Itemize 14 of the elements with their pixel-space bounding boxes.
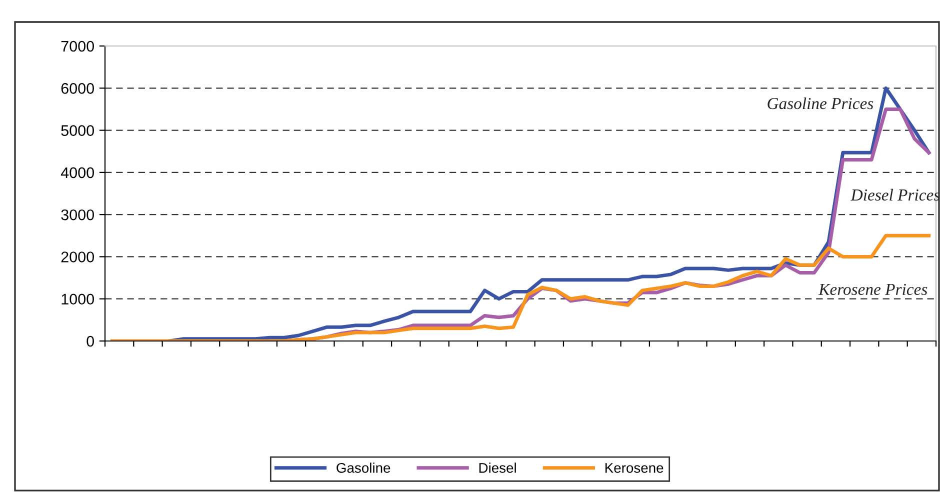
legend-label: Gasoline xyxy=(336,462,390,473)
y-tick-label: 2000 xyxy=(61,252,94,262)
y-tick-label: 7000 xyxy=(61,40,94,52)
annotation: Kerosene Prices xyxy=(818,284,928,296)
legend-label: Diesel xyxy=(479,462,516,473)
y-tick-label: 6000 xyxy=(61,83,94,94)
legend-label: Kerosene xyxy=(605,463,664,473)
y-tick-label: 5000 xyxy=(61,125,94,136)
y-tick-label: 1000 xyxy=(62,294,94,305)
y-tick-label: 0 xyxy=(86,336,94,347)
line-series xyxy=(110,234,931,341)
y-tick-label: 3000 xyxy=(61,209,94,220)
y-tick-label: 4000 xyxy=(60,167,94,178)
annotation: Gasoline Prices xyxy=(768,97,874,110)
